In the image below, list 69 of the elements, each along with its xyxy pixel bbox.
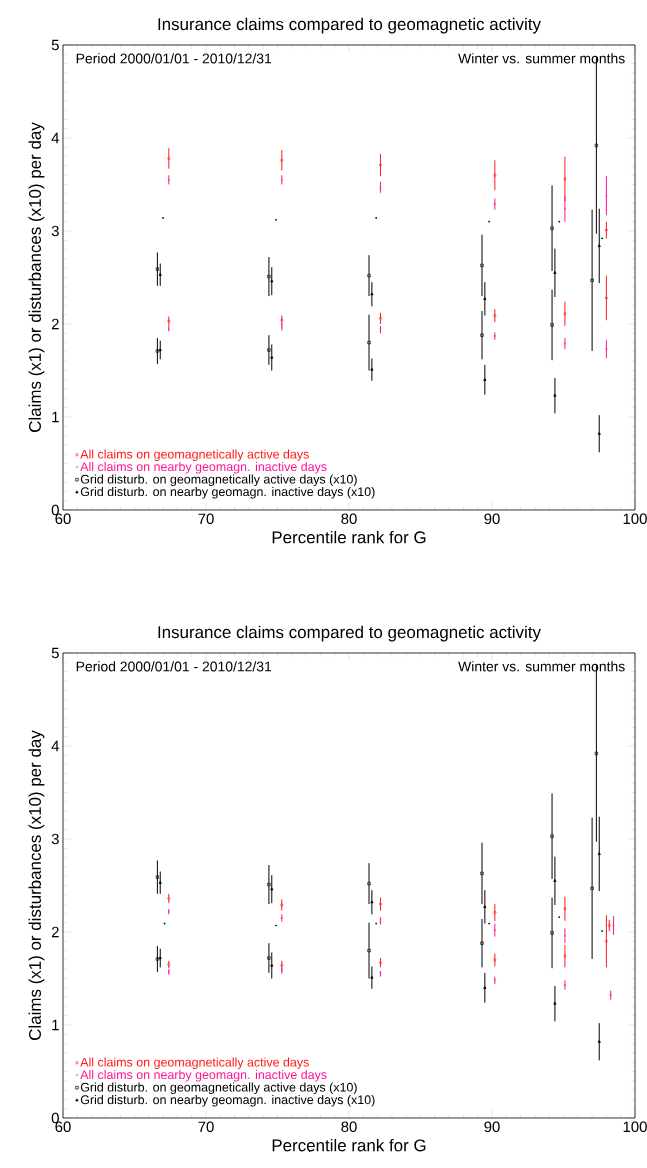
point (370, 367, 374, 371)
x-tick-label: 100 (623, 513, 647, 525)
annotation: Period 2000/01/01 - 2010/12/31 (76, 661, 272, 672)
y-tick-label: 4 (51, 132, 60, 144)
y-axis-title: Claims (x1) or disturbances (x10) per day (28, 122, 45, 432)
y-tick-label: 1 (52, 1019, 59, 1031)
point (553, 271, 557, 274)
y-tick-label: 5 (51, 647, 59, 659)
legend-label: All claims on nearby geomagn. inactive days (80, 461, 327, 474)
y-tick-label: 2 (51, 926, 59, 938)
legend-label: Grid disturb. on geomagnetically active days (x10) (80, 1082, 357, 1095)
annotation: Period 2000/01/01 - 2010/12/31 (76, 53, 272, 64)
point (370, 292, 374, 296)
annotation: Winter vs. summer months (458, 661, 625, 672)
legend-label: Grid disturb. on nearby geomagn. inactive days (x10) (80, 1094, 375, 1107)
point (270, 963, 274, 967)
y-tick-label: 2 (51, 318, 59, 330)
point (563, 934, 567, 937)
point (553, 1001, 557, 1005)
x-tick-label: 100 (623, 1121, 647, 1133)
y-tick-label: 5 (51, 39, 59, 51)
x-tick-label: 90 (484, 1121, 500, 1133)
legend-label: Grid disturb. on nearby geomagn. inactive days (x10) (80, 486, 375, 499)
legend-label: All claims on geomagnetically active days (80, 1057, 309, 1070)
x-tick-label: 90 (484, 513, 500, 525)
point (483, 905, 487, 908)
y-tick-label: 4 (51, 740, 60, 752)
y-tick-label: 1 (52, 411, 59, 423)
point (158, 880, 162, 884)
annotation: Winter vs. summer months (458, 53, 625, 64)
chart-title: Insurance claims compared to geomagnetic activity (158, 17, 541, 34)
point (483, 297, 487, 300)
point (493, 202, 496, 206)
x-tick-label: 80 (341, 513, 357, 525)
point (597, 852, 601, 855)
point (563, 342, 567, 345)
x-axis-title: Percentile rank for G (272, 530, 426, 544)
point (483, 986, 487, 989)
x-tick-label: 70 (198, 513, 214, 525)
point (270, 355, 274, 359)
x-axis-title: Percentile rank for G (272, 1138, 426, 1152)
legend-label: All claims on nearby geomagn. inactive days (80, 1069, 327, 1082)
point (270, 887, 274, 891)
point (553, 879, 557, 882)
point (158, 272, 162, 276)
point (370, 900, 374, 904)
point (597, 244, 601, 247)
chart-title: Insurance claims compared to geomagnetic activity (158, 625, 541, 642)
point (483, 378, 487, 381)
point (563, 983, 567, 987)
y-axis-title: Claims (x1) or disturbances (x10) per day (28, 730, 45, 1040)
point (493, 334, 496, 338)
point (597, 431, 601, 435)
point (607, 923, 611, 928)
x-tick-label: 80 (341, 1121, 357, 1133)
point (378, 316, 382, 321)
point (270, 279, 274, 283)
y-tick-label: 3 (51, 225, 59, 237)
y-tick-label: 3 (51, 833, 59, 845)
x-tick-label: 70 (198, 1121, 214, 1133)
point (493, 979, 496, 982)
point (609, 994, 612, 997)
point (597, 1039, 601, 1043)
legend-label: All claims on geomagnetically active days (80, 449, 309, 462)
point (563, 207, 567, 210)
point (370, 975, 374, 979)
point (605, 347, 608, 351)
legend-label: Grid disturb. on geomagnetically active days (x10) (80, 474, 357, 487)
point (553, 393, 557, 397)
